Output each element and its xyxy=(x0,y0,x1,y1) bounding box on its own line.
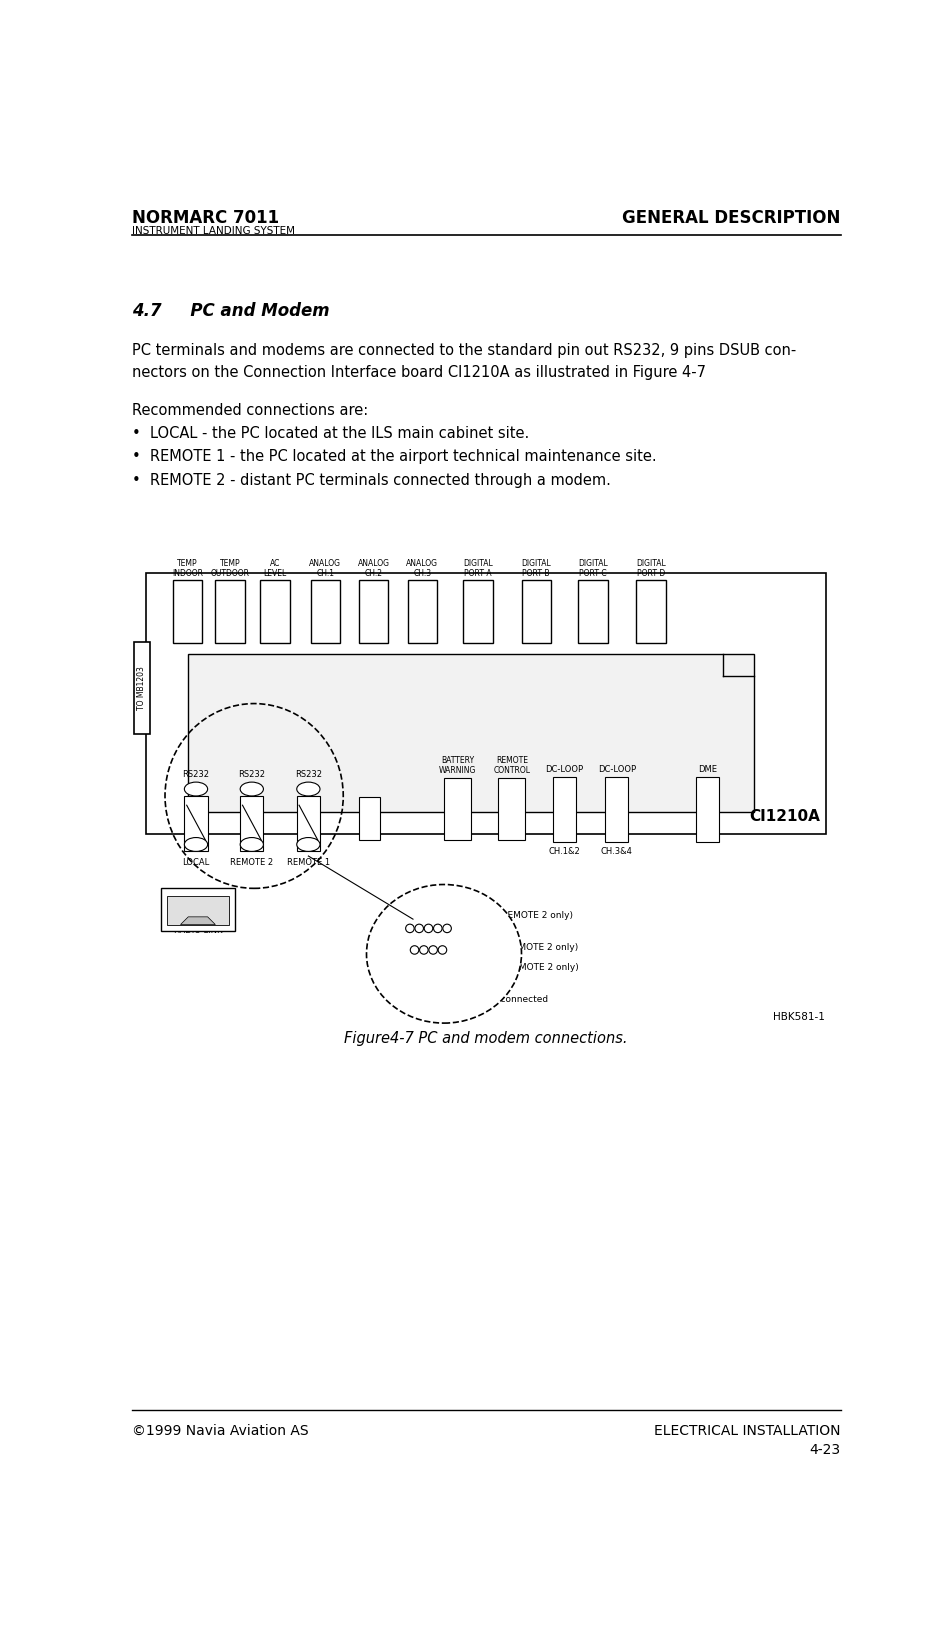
Circle shape xyxy=(410,946,419,954)
Bar xyxy=(521,580,551,643)
Circle shape xyxy=(425,925,433,933)
Text: REMOTE 2: REMOTE 2 xyxy=(230,858,273,866)
Text: TEMP
INDOOR: TEMP INDOOR xyxy=(172,558,203,578)
Text: RS232: RS232 xyxy=(295,770,322,780)
Circle shape xyxy=(433,925,442,933)
Text: CH.3&4: CH.3&4 xyxy=(601,847,632,856)
Bar xyxy=(636,580,665,643)
Bar xyxy=(311,580,340,643)
Circle shape xyxy=(428,946,437,954)
Text: REMOTE
CONTROL: REMOTE CONTROL xyxy=(493,755,530,775)
Ellipse shape xyxy=(297,837,320,851)
Text: DME: DME xyxy=(698,765,717,773)
Text: ANALOG
CH.2: ANALOG CH.2 xyxy=(357,558,390,578)
Ellipse shape xyxy=(297,781,320,796)
Ellipse shape xyxy=(240,837,264,851)
Circle shape xyxy=(415,925,424,933)
Bar xyxy=(444,778,471,840)
Circle shape xyxy=(406,925,414,933)
Text: CH.1&2: CH.1&2 xyxy=(548,847,580,856)
Text: ANALOG
CH.1: ANALOG CH.1 xyxy=(309,558,341,578)
Text: 8 - CTS: 8 - CTS xyxy=(467,985,500,993)
Text: TEMP
OUTDOOR: TEMP OUTDOOR xyxy=(210,558,249,578)
Bar xyxy=(696,777,720,842)
Text: LOCAL: LOCAL xyxy=(182,858,210,866)
Text: 5 - GND: 5 - GND xyxy=(467,952,502,962)
Text: BATTERY
WARNING: BATTERY WARNING xyxy=(439,755,476,775)
Text: AC
LEVEL: AC LEVEL xyxy=(264,558,286,578)
Circle shape xyxy=(438,946,447,954)
Bar xyxy=(605,777,629,842)
Text: 15: 15 xyxy=(399,918,409,926)
Text: PC terminals and modems are connected to the standard pin out RS232, 9 pins DSUB: PC terminals and modems are connected to… xyxy=(133,344,796,358)
Polygon shape xyxy=(180,917,215,925)
Text: Recommended connections are:: Recommended connections are: xyxy=(133,404,369,418)
Text: TO MB1203: TO MB1203 xyxy=(137,666,146,710)
Text: GENERAL DESCRIPTION: GENERAL DESCRIPTION xyxy=(623,210,841,228)
Text: 6 - DSR (REMOTE 2 only): 6 - DSR (REMOTE 2 only) xyxy=(467,964,579,972)
Text: DIGITAL
PORT D: DIGITAL PORT D xyxy=(636,558,665,578)
Text: Figure4-7 PC and modem connections.: Figure4-7 PC and modem connections. xyxy=(344,1031,628,1045)
Bar xyxy=(358,798,380,840)
Text: 4-23: 4-23 xyxy=(810,1442,841,1457)
Text: 4.7     PC and Modem: 4.7 PC and Modem xyxy=(133,301,330,319)
Text: •  LOCAL - the PC located at the ILS main cabinet site.: • LOCAL - the PC located at the ILS main… xyxy=(133,427,530,441)
Text: NORMARC 7011: NORMARC 7011 xyxy=(133,210,280,228)
Text: 4 - DTR (REMOTE 2 only): 4 - DTR (REMOTE 2 only) xyxy=(467,943,578,952)
Text: DC-LOOP: DC-LOOP xyxy=(545,765,583,773)
Text: nectors on the Connection Interface board CI1210A as illustrated in Figure 4-7: nectors on the Connection Interface boar… xyxy=(133,365,706,379)
Bar xyxy=(189,654,754,812)
Text: DIGITAL
PORT B: DIGITAL PORT B xyxy=(521,558,551,578)
Text: •  REMOTE 1 - the PC located at the airport technical maintenance site.: • REMOTE 1 - the PC located at the airpo… xyxy=(133,449,657,464)
Text: RS232: RS232 xyxy=(183,770,210,780)
Bar xyxy=(499,778,525,840)
Text: ELECTRICAL INSTALLATION: ELECTRICAL INSTALLATION xyxy=(654,1423,841,1438)
Bar xyxy=(553,777,575,842)
Bar xyxy=(173,580,202,643)
Ellipse shape xyxy=(184,781,208,796)
Text: 1 - CD (REMOTE 2 only): 1 - CD (REMOTE 2 only) xyxy=(467,912,574,920)
Bar xyxy=(578,580,608,643)
Circle shape xyxy=(443,925,451,933)
Bar xyxy=(215,580,245,643)
Bar xyxy=(464,580,493,643)
Bar xyxy=(184,796,208,851)
Ellipse shape xyxy=(367,884,521,1022)
Text: 9 - Not connected: 9 - Not connected xyxy=(467,995,548,1003)
Text: RS232: RS232 xyxy=(238,770,265,780)
Bar xyxy=(261,580,290,643)
Text: REMOTE 1: REMOTE 1 xyxy=(287,858,330,866)
Bar xyxy=(358,580,388,643)
Text: CI1210A: CI1210A xyxy=(749,809,820,824)
Text: DIGITAL
PORT C: DIGITAL PORT C xyxy=(578,558,608,578)
Ellipse shape xyxy=(240,781,264,796)
Text: 2 - RXD: 2 - RXD xyxy=(467,921,501,931)
Text: DC-LOOP: DC-LOOP xyxy=(598,765,636,773)
Bar xyxy=(161,889,235,931)
Text: ©1999 Navia Aviation AS: ©1999 Navia Aviation AS xyxy=(133,1423,309,1438)
Bar xyxy=(408,580,437,643)
Bar xyxy=(134,641,150,734)
Text: 3 - TXD: 3 - TXD xyxy=(467,933,501,941)
Text: HBK581-1: HBK581-1 xyxy=(774,1011,826,1021)
Text: DIGITAL
PORT A: DIGITAL PORT A xyxy=(464,558,493,578)
Circle shape xyxy=(420,946,428,954)
Text: RADIO LINK: RADIO LINK xyxy=(173,926,222,934)
Text: ANALOG
CH.3: ANALOG CH.3 xyxy=(407,558,438,578)
Bar xyxy=(146,573,826,835)
Ellipse shape xyxy=(184,837,208,851)
Text: •  REMOTE 2 - distant PC terminals connected through a modem.: • REMOTE 2 - distant PC terminals connec… xyxy=(133,472,611,487)
Bar xyxy=(297,796,320,851)
Bar xyxy=(240,796,264,851)
Text: 7 - RTS: 7 - RTS xyxy=(467,974,499,983)
Text: INSTRUMENT LANDING SYSTEM: INSTRUMENT LANDING SYSTEM xyxy=(133,226,296,236)
Bar xyxy=(168,895,228,925)
